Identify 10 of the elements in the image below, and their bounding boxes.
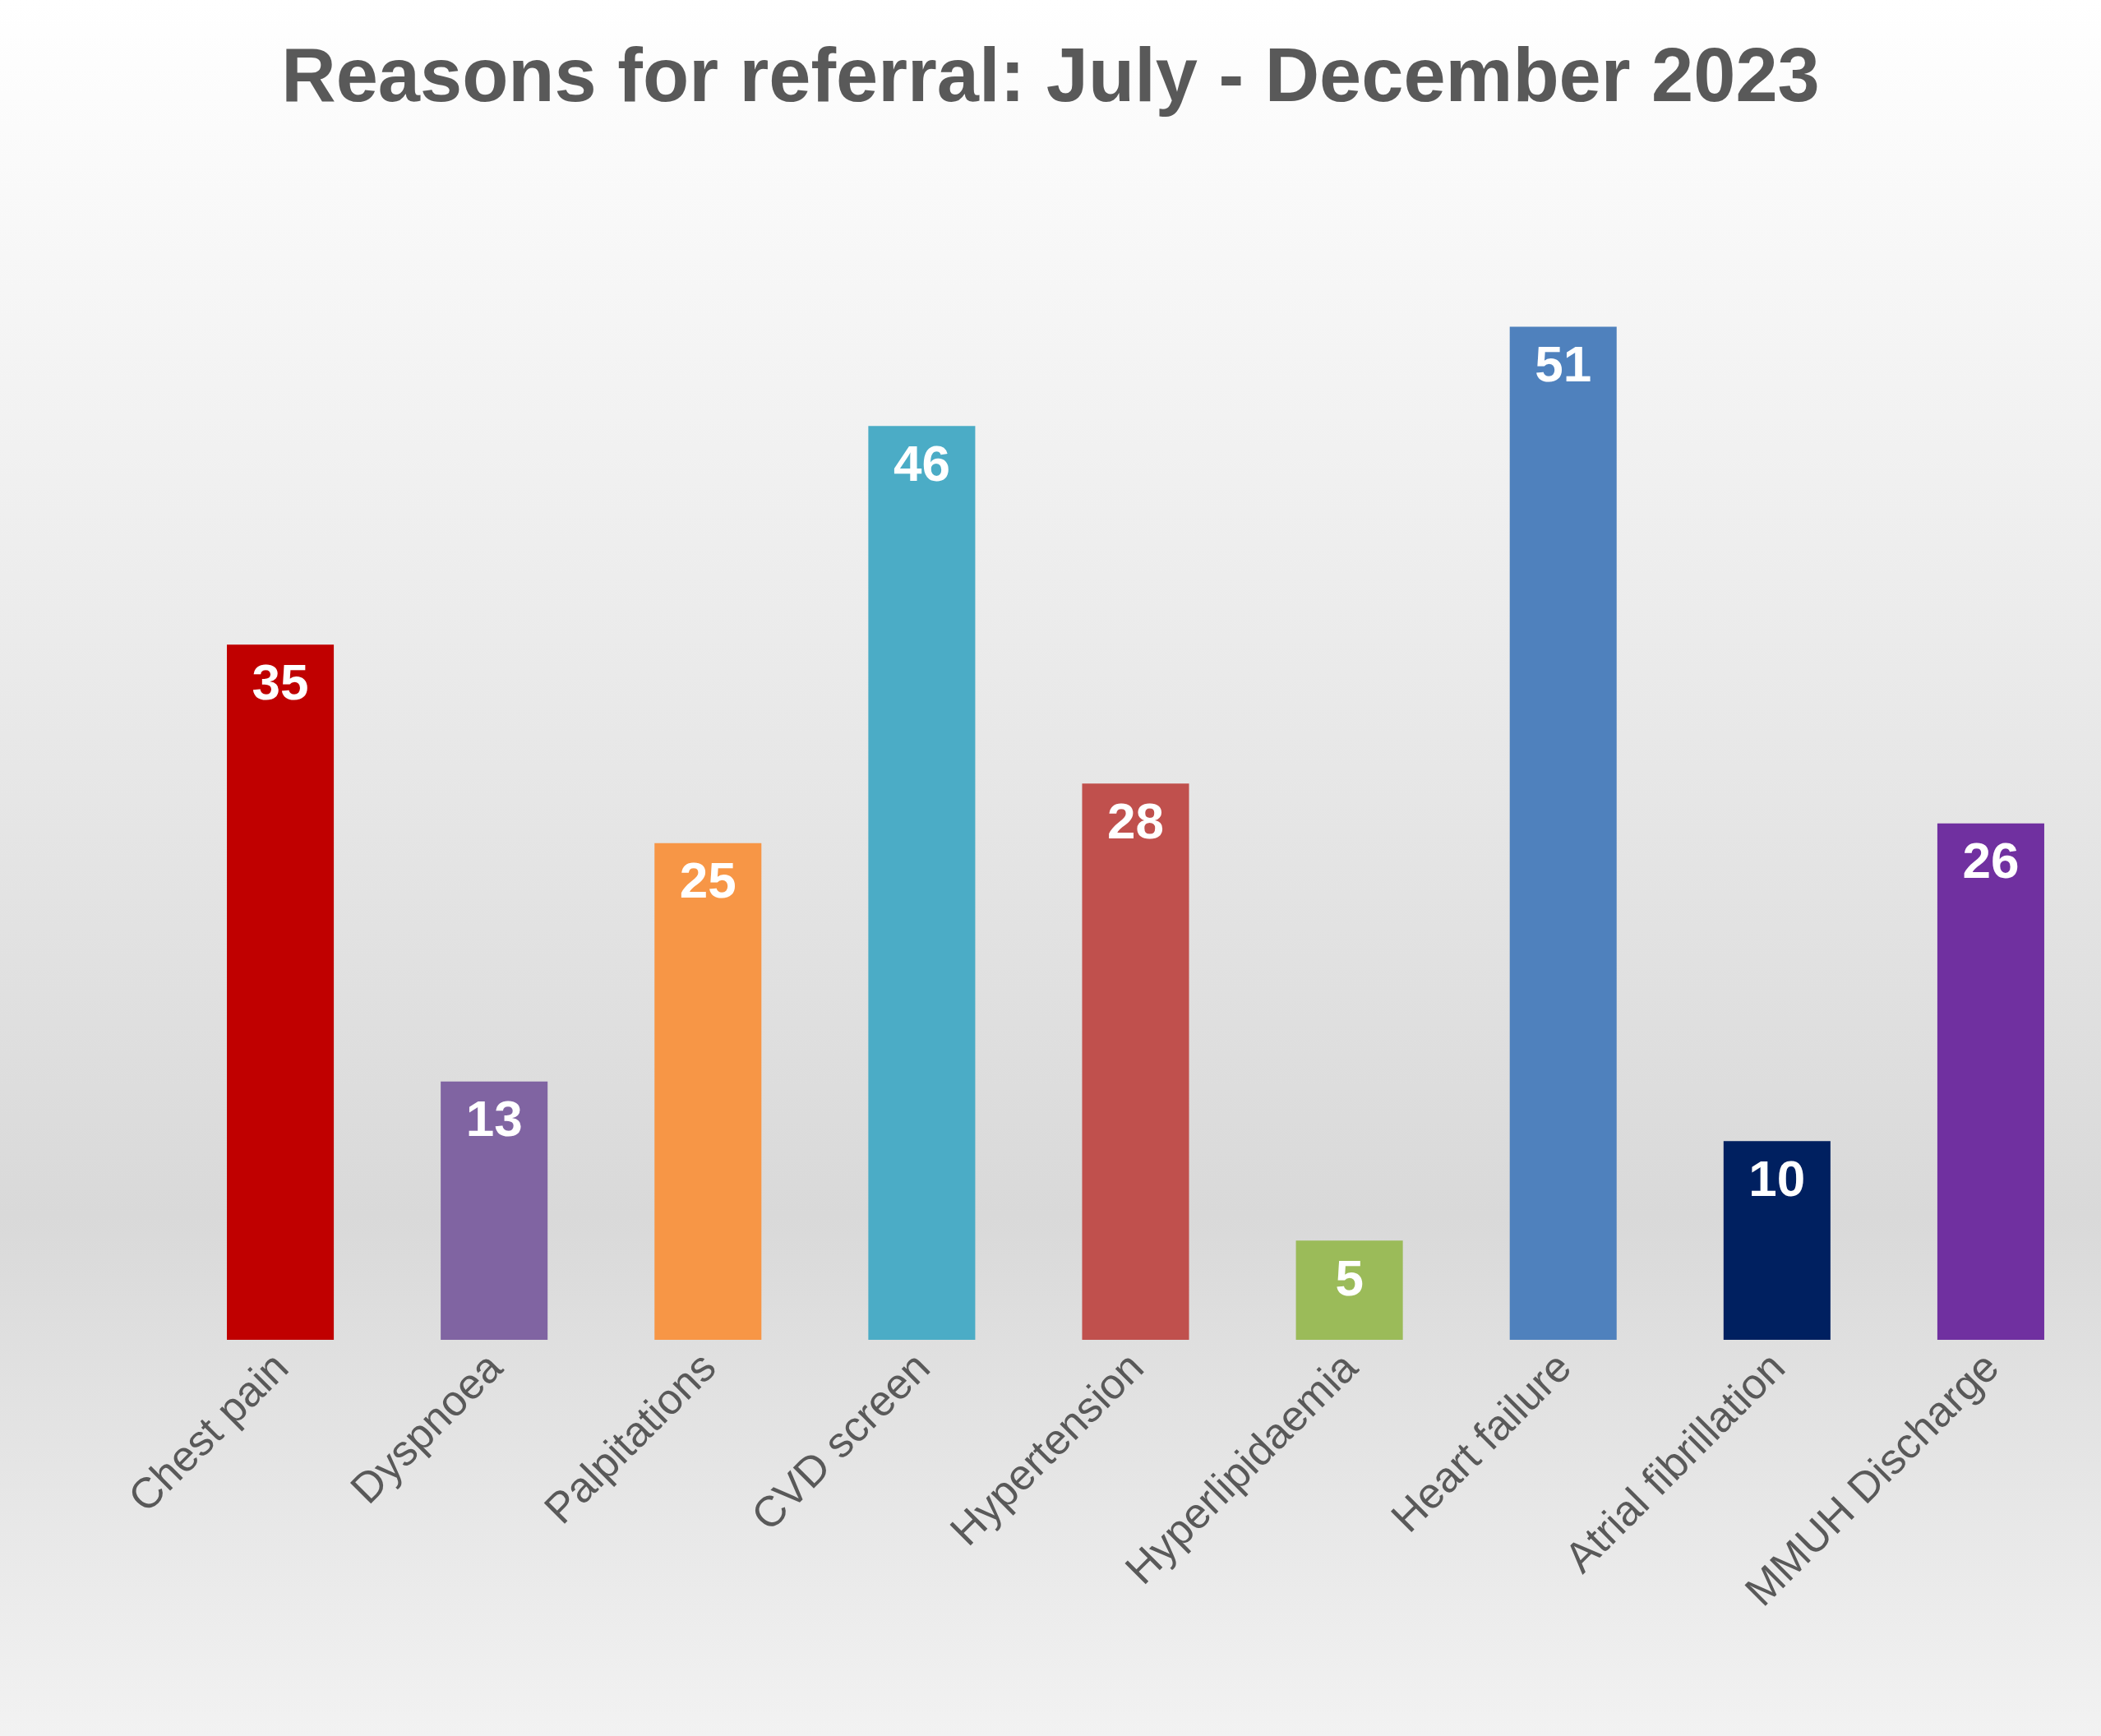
data-label: 26 bbox=[1962, 832, 2020, 889]
data-label: 35 bbox=[252, 653, 309, 710]
data-label: 13 bbox=[465, 1090, 523, 1147]
data-label: 25 bbox=[679, 852, 737, 909]
chart-title: Reasons for referral: July - December 2023 bbox=[281, 33, 1820, 117]
data-label: 10 bbox=[1748, 1149, 1806, 1207]
data-label: 46 bbox=[893, 434, 950, 492]
data-label: 51 bbox=[1535, 335, 1592, 392]
data-label: 5 bbox=[1335, 1249, 1364, 1306]
data-label: 28 bbox=[1107, 792, 1164, 849]
